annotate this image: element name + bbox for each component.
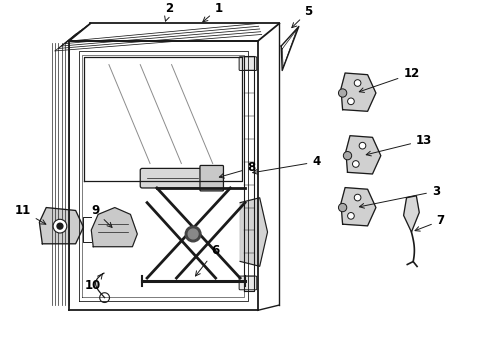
Text: 10: 10 (85, 274, 102, 292)
Text: 2: 2 (165, 2, 173, 21)
Circle shape (343, 152, 352, 160)
Polygon shape (39, 208, 83, 244)
FancyBboxPatch shape (239, 276, 257, 290)
Text: 7: 7 (415, 214, 445, 231)
Circle shape (57, 223, 63, 229)
Circle shape (188, 229, 198, 239)
FancyBboxPatch shape (140, 168, 218, 188)
Circle shape (53, 219, 67, 233)
Circle shape (185, 226, 201, 242)
Circle shape (354, 194, 361, 201)
Text: 5: 5 (292, 5, 313, 28)
Circle shape (359, 142, 366, 149)
Text: 11: 11 (15, 204, 46, 224)
Circle shape (354, 80, 361, 86)
Polygon shape (91, 208, 137, 247)
Text: 3: 3 (360, 185, 440, 208)
Circle shape (347, 98, 354, 105)
Text: 6: 6 (196, 244, 220, 276)
Circle shape (347, 212, 354, 219)
FancyBboxPatch shape (200, 166, 223, 191)
Circle shape (339, 89, 347, 97)
Text: 13: 13 (366, 134, 432, 156)
Polygon shape (404, 196, 419, 232)
Text: 12: 12 (359, 67, 419, 93)
Text: 1: 1 (203, 2, 222, 22)
Text: 8: 8 (220, 161, 256, 178)
FancyBboxPatch shape (239, 57, 257, 71)
Circle shape (339, 203, 347, 212)
Polygon shape (240, 198, 268, 266)
Circle shape (352, 161, 359, 167)
Polygon shape (341, 73, 376, 111)
Text: 4: 4 (253, 156, 320, 174)
Text: 9: 9 (91, 204, 112, 228)
Polygon shape (346, 136, 381, 174)
Polygon shape (341, 188, 376, 226)
